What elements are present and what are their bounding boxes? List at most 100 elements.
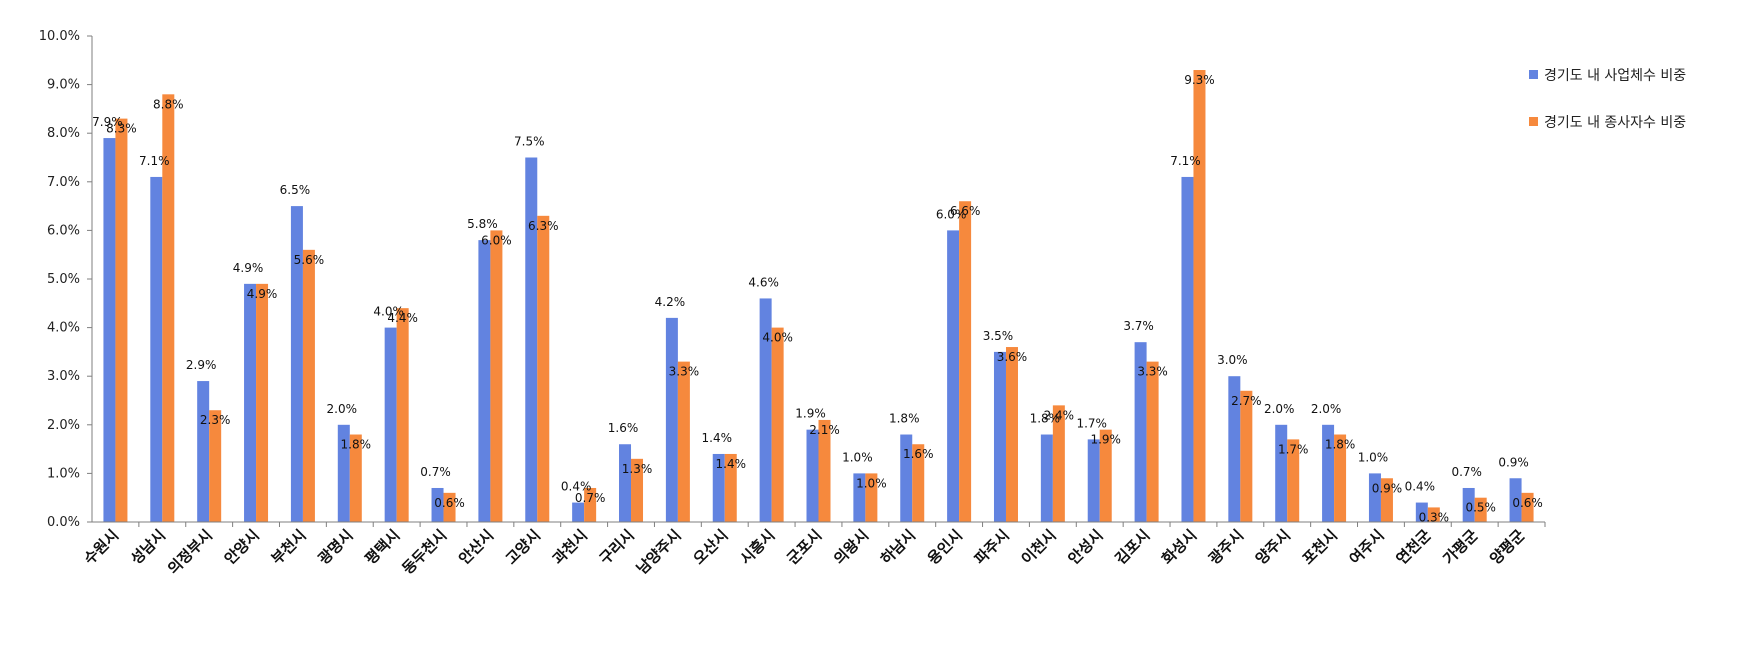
bar-employee <box>959 201 972 523</box>
bar-business <box>572 502 585 522</box>
data-label-business: 7.5% <box>514 135 545 149</box>
data-label-business: 1.8% <box>889 412 920 426</box>
bar-business <box>150 176 163 522</box>
data-label-business: 7.1% <box>139 154 170 168</box>
data-label-employee: 8.8% <box>153 97 184 111</box>
data-label-employee: 1.0% <box>856 476 887 490</box>
x-category-label: 양주시 <box>1252 526 1294 568</box>
y-tick-label: 6.0% <box>47 223 80 238</box>
data-label-business: 3.7% <box>1123 319 1154 333</box>
x-category-label: 안양시 <box>221 526 263 568</box>
x-category-label: 연천군 <box>1393 526 1435 568</box>
data-label-business: 4.2% <box>655 295 686 309</box>
bar-business <box>712 453 725 522</box>
data-label-business: 1.8% <box>1030 412 1061 426</box>
bar-business <box>1134 342 1147 522</box>
x-category-label: 화성시 <box>1158 526 1200 568</box>
y-tick-label: 8.0% <box>47 126 80 141</box>
bar-employee <box>631 458 644 522</box>
bar-employee <box>1005 347 1018 522</box>
bar-employee <box>724 453 737 522</box>
y-tick-label: 4.0% <box>47 321 80 336</box>
data-label-employee: 1.4% <box>716 457 747 471</box>
bar-business <box>478 240 491 522</box>
bar-employee <box>209 410 222 522</box>
data-label-business: 4.9% <box>233 261 264 275</box>
x-category-label: 포천시 <box>1299 526 1341 568</box>
x-category-label: 여주시 <box>1346 526 1388 568</box>
x-category-label: 의정부시 <box>164 526 216 578</box>
data-label-business: 1.6% <box>608 421 639 435</box>
bar-employee <box>443 492 456 522</box>
x-category-label: 의왕시 <box>830 526 872 568</box>
bar-employee <box>1521 492 1534 522</box>
data-label-business: 0.7% <box>1451 465 1482 479</box>
y-tick-label: 1.0% <box>47 466 80 481</box>
bar-business <box>900 434 913 522</box>
bar-employee <box>1146 361 1159 522</box>
y-tick-label: 0.0% <box>47 515 80 530</box>
x-category-label: 부천시 <box>268 526 310 568</box>
bar-business <box>619 444 632 522</box>
x-category-label: 광명시 <box>315 526 357 568</box>
data-label-employee: 0.6% <box>434 496 465 510</box>
data-label-employee: 0.6% <box>1512 496 1543 510</box>
bar-employee <box>1240 390 1253 522</box>
legend-label-business: 경기도 내 사업체수 비중 <box>1544 68 1686 84</box>
x-category-label: 고양시 <box>502 526 544 568</box>
bar-business <box>1228 376 1241 522</box>
x-category-label: 가평군 <box>1440 526 1482 568</box>
data-labels: 7.9%8.3% 7.1% 8.8% 2.9% 2.3% 4.9% 4.9% 6.5% 5.6%… <box>92 73 1543 524</box>
y-tick-label: 5.0% <box>47 272 80 287</box>
bar-employee <box>490 230 503 522</box>
bar-business <box>1322 424 1335 522</box>
data-label-employee: 4.0% <box>762 331 793 345</box>
x-category-label: 김포시 <box>1111 526 1153 568</box>
bar-employee <box>1474 497 1487 522</box>
data-label-employee: 0.7% <box>575 491 606 505</box>
x-category-label: 과천시 <box>549 526 591 568</box>
legend-label-employee: 경기도 내 종사자수 비중 <box>1544 115 1686 131</box>
bars <box>103 70 1534 523</box>
data-label-employee: 6.3% <box>528 219 559 233</box>
x-category-label: 성남시 <box>127 526 169 568</box>
y-tick-label: 9.0% <box>47 78 80 93</box>
data-label-business: 2.0% <box>1264 402 1295 416</box>
bar-business <box>1415 502 1428 522</box>
bar-employee <box>1193 70 1206 523</box>
data-label-business: 4.0% <box>373 305 404 319</box>
x-category-label: 군포시 <box>783 526 825 568</box>
bar-employee <box>912 444 925 522</box>
bar-employee <box>1380 478 1393 522</box>
bar-employee <box>1334 434 1347 522</box>
bar-business <box>1087 439 1100 522</box>
x-category-label: 평택시 <box>361 526 403 568</box>
x-category-label: 오산시 <box>690 526 732 568</box>
x-category-label: 광주시 <box>1205 526 1247 568</box>
y-axis: 0.0% 1.0% 2.0% 3.0% 4.0% 5.0% 6.0% 7.0% 8.0% 9.0%… <box>39 29 93 530</box>
bar-business <box>853 473 866 522</box>
data-label-employee: 2.1% <box>809 423 840 437</box>
x-category-label: 수원시 <box>80 526 122 568</box>
data-label-business: 1.0% <box>842 450 873 464</box>
data-label-employee: 4.4% <box>387 311 418 325</box>
x-category-label: 하남시 <box>877 526 919 568</box>
x-category-label: 안산시 <box>455 526 497 568</box>
legend: 경기도 내 사업체수 비중 경기도 내 종사자수 비중 <box>1529 68 1686 131</box>
data-label-business: 0.4% <box>1405 480 1436 494</box>
data-label-employee: 3.3% <box>1137 365 1168 379</box>
data-label-employee: 2.7% <box>1231 394 1262 408</box>
bar-business <box>103 138 116 522</box>
data-label-employee: 4.9% <box>247 287 278 301</box>
bar-business <box>290 206 303 522</box>
data-label-employee: 9.3% <box>1184 73 1215 87</box>
bar-business <box>1275 424 1288 522</box>
data-label-business: 2.0% <box>327 402 358 416</box>
data-label-employee: 2.4% <box>1044 408 1075 422</box>
bar-employee <box>865 473 878 522</box>
data-label-business: 0.7% <box>420 465 451 479</box>
bar-employee <box>771 327 784 522</box>
data-label-business: 1.4% <box>702 431 733 445</box>
data-label-employee: 8.3% <box>106 122 137 136</box>
